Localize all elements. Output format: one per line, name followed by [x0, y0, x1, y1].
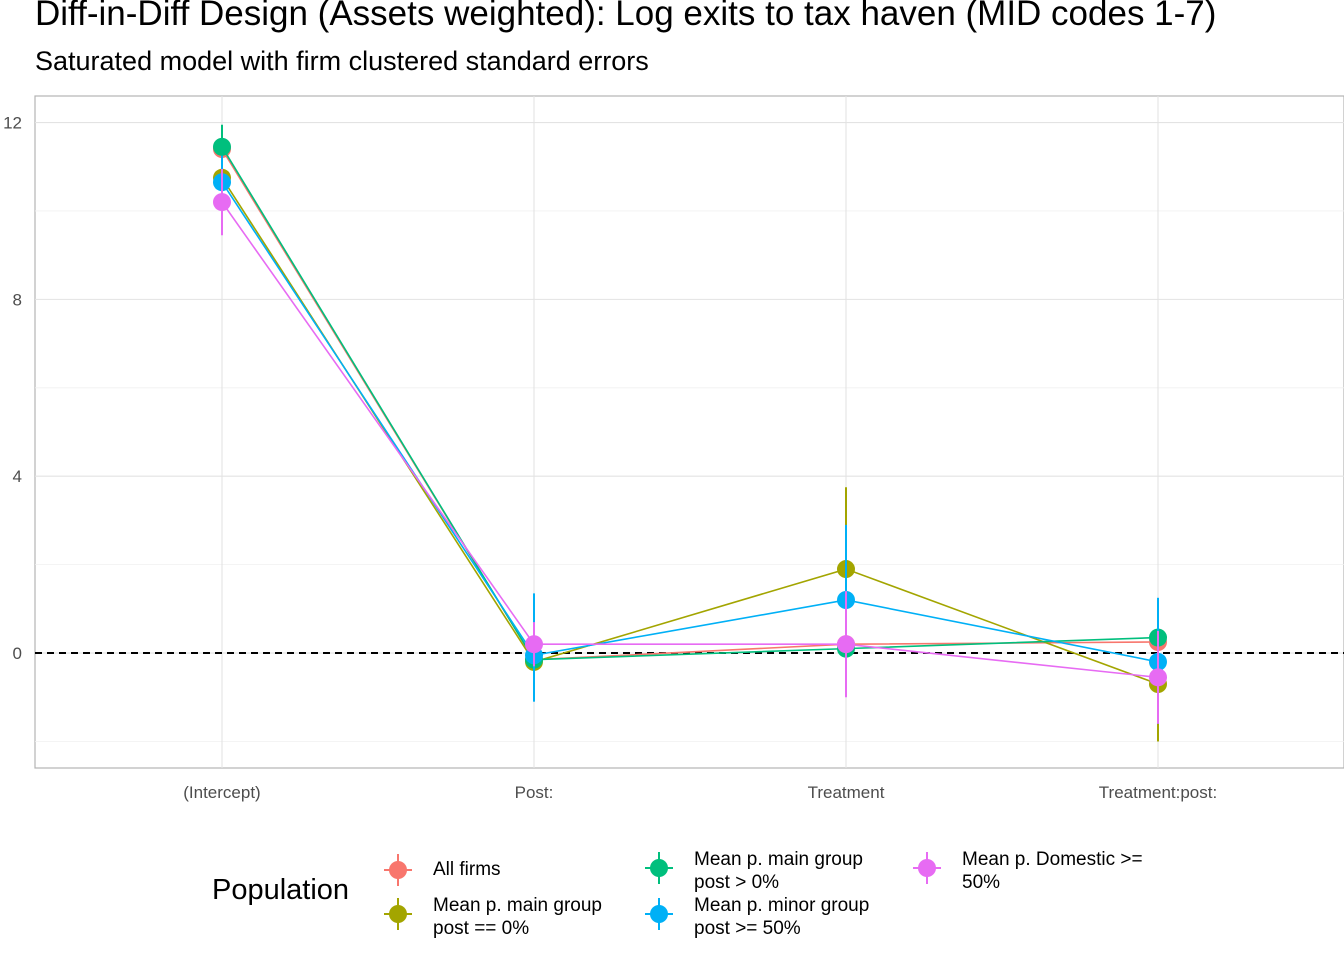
series-0: [213, 126, 1167, 673]
series-layer: [213, 124, 1167, 742]
y-tick-label: 12: [3, 114, 22, 133]
legend-label-all-firms: All firms: [433, 859, 501, 880]
series-line: [221, 146, 1159, 661]
legend-item-main-group-0: Mean p. main group post == 0%: [378, 894, 602, 940]
x-tick-label: Treatment: [808, 783, 885, 802]
data-point: [525, 635, 543, 654]
legend-key-point: [650, 859, 668, 877]
data-point: [1149, 668, 1167, 687]
legend-key-all-firms: [384, 854, 412, 886]
legend-key-point: [918, 859, 936, 877]
legend-item-main-group-pos: Mean p. main group post > 0%: [639, 848, 863, 894]
y-tick-label: 0: [13, 644, 22, 663]
legend-key-point: [650, 905, 668, 923]
legend-key-main-group-0: [384, 898, 412, 930]
series-line: [221, 177, 1159, 685]
y-tick-label: 4: [13, 467, 22, 486]
legend-label-minor-group: Mean p. minor group post >= 50%: [694, 895, 870, 939]
series-line: [221, 148, 1159, 661]
legend-key-point: [389, 905, 407, 923]
legend-item-all-firms: All firms: [378, 850, 501, 890]
series-line: [221, 201, 1159, 679]
series-4: [213, 168, 1167, 724]
legend-item-domestic: Mean p. Domestic >= 50%: [907, 848, 1143, 894]
data-point: [837, 635, 855, 654]
series-line: [221, 181, 1159, 663]
legend-title: Population: [212, 874, 350, 906]
legend-item-minor-group: Mean p. minor group post >= 50%: [639, 894, 869, 940]
data-point: [213, 193, 231, 212]
legend-key-domestic: [913, 852, 941, 884]
x-tick-label: Treatment:post:: [1099, 783, 1217, 802]
legend-key-point: [389, 861, 407, 879]
series-3: [213, 155, 1167, 724]
series-2: [213, 124, 1167, 673]
x-tick-label: (Intercept): [183, 783, 260, 802]
legend-label-main-group-0: Mean p. main group post == 0%: [433, 895, 602, 939]
panel-border: [34, 95, 1344, 769]
axes: 0 4 8 12 (Intercept) Post: Treatment Treatment:…: [3, 114, 1344, 802]
chart-title: Diff-in-Diff Design (Assets weighted): L…: [35, 0, 1217, 33]
data-point: [213, 137, 231, 156]
legend-key-minor-group: [645, 898, 673, 930]
y-tick-label: 8: [13, 290, 22, 309]
chart-subtitle: Saturated model with firm clustered stan…: [35, 46, 649, 76]
legend-label-main-group-pos: Mean p. main group post > 0%: [694, 849, 863, 893]
legend-label-domestic: Mean p. Domestic >= 50%: [962, 849, 1143, 893]
grid: [34, 95, 1344, 769]
x-tick-label: Post:: [515, 783, 554, 802]
legend-key-main-group-pos: [645, 852, 673, 884]
